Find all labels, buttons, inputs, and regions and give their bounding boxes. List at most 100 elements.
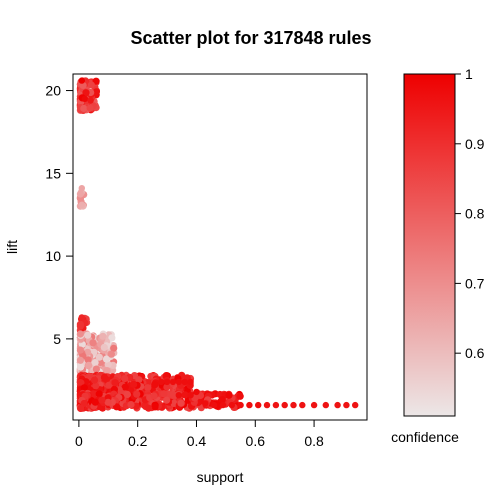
data-point xyxy=(78,314,86,321)
legend-tick-label: 1 xyxy=(465,66,473,82)
data-point xyxy=(103,367,111,375)
data-point xyxy=(130,380,138,389)
legend-ticks: 0.6 0.7 0.8 0.9 1 xyxy=(455,66,485,361)
data-point xyxy=(193,388,200,396)
data-point xyxy=(95,353,103,361)
data-point xyxy=(99,332,107,340)
data-point xyxy=(352,401,359,409)
data-point xyxy=(127,401,135,409)
data-point xyxy=(158,378,165,386)
x-tick-label: 0.4 xyxy=(187,433,207,449)
data-point xyxy=(89,339,97,347)
data-point xyxy=(160,390,168,398)
data-point xyxy=(181,391,189,399)
legend-tick-label: 0.7 xyxy=(465,275,485,291)
plot-frame xyxy=(72,73,368,421)
legend-tick-label: 0.9 xyxy=(465,136,485,152)
data-point xyxy=(170,391,178,399)
data-point xyxy=(151,403,159,411)
data-point xyxy=(92,382,100,390)
data-point xyxy=(218,396,226,404)
data-point xyxy=(181,378,188,386)
data-point xyxy=(85,361,93,369)
data-point xyxy=(281,401,288,409)
data-point xyxy=(322,401,329,409)
y-tick-label: 10 xyxy=(45,248,61,264)
data-point xyxy=(135,376,143,384)
data-point xyxy=(225,391,233,399)
data-point xyxy=(150,392,158,400)
y-tick-label: 20 xyxy=(45,83,61,99)
data-point xyxy=(175,378,182,386)
data-point xyxy=(76,190,84,198)
data-point xyxy=(100,343,108,351)
data-point xyxy=(78,201,86,208)
data-point xyxy=(145,404,153,412)
data-point xyxy=(76,356,84,364)
data-point xyxy=(144,384,152,392)
x-tick-label: 0 xyxy=(75,433,83,449)
x-tick-label: 0.8 xyxy=(304,433,324,449)
y-axis-label: lift xyxy=(4,240,20,254)
data-point xyxy=(177,399,185,407)
data-point xyxy=(113,403,121,411)
data-point xyxy=(82,89,90,97)
data-point xyxy=(237,401,244,409)
data-point xyxy=(299,401,306,409)
data-point xyxy=(78,185,86,192)
legend-label: confidence xyxy=(391,429,459,445)
data-point xyxy=(76,330,84,338)
data-point xyxy=(95,390,103,398)
data-point xyxy=(334,401,341,409)
y-axis: 5 10 15 20 xyxy=(45,83,73,347)
data-point xyxy=(91,398,99,406)
y-tick-label: 5 xyxy=(53,331,61,347)
data-point xyxy=(84,331,92,339)
data-point xyxy=(228,401,235,409)
data-point xyxy=(175,392,182,399)
legend-tick-label: 0.6 xyxy=(465,345,485,361)
data-point xyxy=(87,97,94,104)
x-axis-label: support xyxy=(197,469,244,485)
data-point xyxy=(236,392,244,400)
data-point xyxy=(210,401,218,409)
data-point xyxy=(169,378,177,386)
data-point xyxy=(121,383,129,391)
y-tick-label: 15 xyxy=(45,165,61,181)
data-point xyxy=(290,401,297,409)
data-point xyxy=(202,400,209,407)
data-point xyxy=(80,384,88,392)
data-point xyxy=(92,365,100,373)
data-point xyxy=(170,399,178,407)
data-point xyxy=(343,401,350,409)
legend-tick-label: 0.8 xyxy=(465,206,485,222)
x-tick-label: 0.6 xyxy=(246,433,266,449)
data-point xyxy=(90,376,99,384)
data-point xyxy=(263,401,271,409)
data-point xyxy=(87,81,95,89)
data-point xyxy=(151,381,159,389)
data-point xyxy=(86,104,94,112)
data-point xyxy=(80,104,88,113)
data-point xyxy=(102,355,111,363)
x-tick-label: 0.2 xyxy=(128,433,148,449)
data-point xyxy=(187,378,194,386)
x-axis: 0 0.2 0.4 0.6 0.8 xyxy=(75,420,324,449)
data-point xyxy=(133,390,141,398)
data-point xyxy=(76,320,84,328)
data-point xyxy=(104,360,112,369)
data-points xyxy=(76,77,359,412)
data-point xyxy=(163,383,171,391)
data-point xyxy=(246,401,253,409)
data-point xyxy=(123,390,131,399)
data-point xyxy=(81,95,89,103)
data-point xyxy=(110,344,118,352)
data-point xyxy=(84,356,92,364)
confidence-legend: 0.6 0.7 0.8 0.9 1 confidence xyxy=(391,66,485,445)
data-point xyxy=(78,77,86,84)
data-point xyxy=(219,401,227,409)
data-point xyxy=(100,373,108,382)
data-point xyxy=(76,346,84,354)
data-point xyxy=(272,401,280,409)
data-point xyxy=(111,379,119,387)
